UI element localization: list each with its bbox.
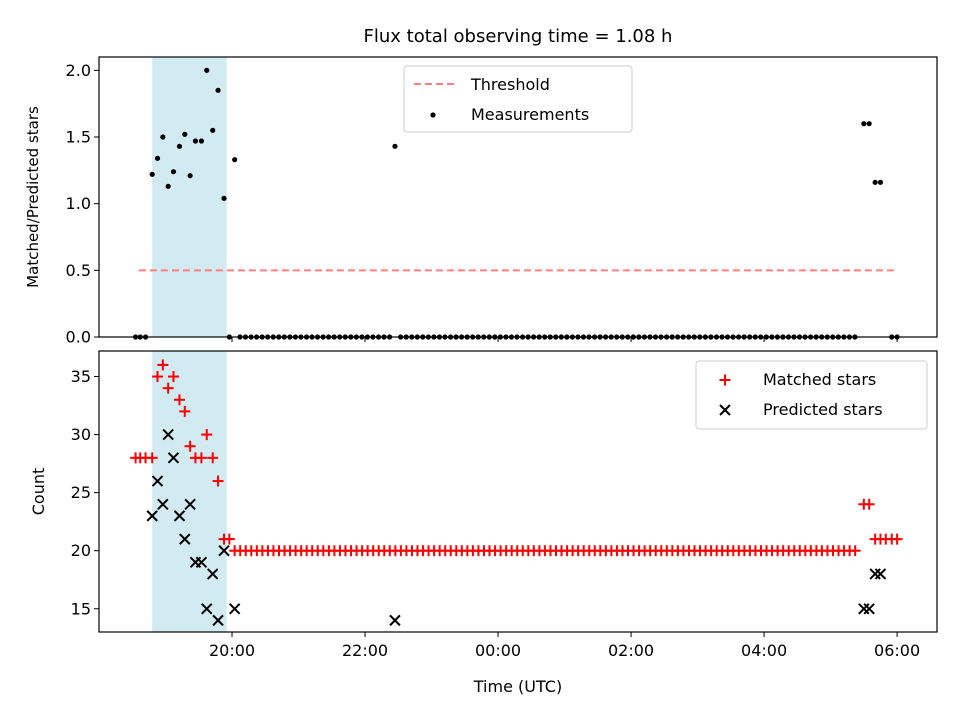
legend-matched-label: Matched stars — [763, 370, 876, 389]
ratio-y-tick-label: 1.5 — [66, 128, 91, 147]
measurement-point — [877, 179, 884, 185]
measurement-point — [872, 179, 878, 185]
measurement-point — [192, 138, 199, 144]
measurement-point — [221, 195, 227, 201]
legend-measurements-swatch — [430, 112, 436, 118]
matched-star-point — [207, 452, 219, 464]
ratio-panel-frame — [98, 56, 938, 338]
measurement-point — [176, 143, 183, 149]
count-x-tick-label: 02:00 — [608, 641, 654, 660]
ratio-y-tick-label: 0.0 — [66, 328, 91, 347]
ratio-legend: Threshold Measurements — [403, 65, 633, 133]
chart-title: Flux total observing time = 1.08 h — [364, 26, 673, 47]
measurement-point — [165, 183, 171, 189]
count-panel: 15 20 25 30 35 20:00 22:00 00:00 02:00 04:00 06:0… — [29, 350, 938, 696]
measurement-point — [866, 121, 872, 127]
legend-predicted-swatch — [719, 404, 731, 416]
matched-star-point — [201, 429, 213, 441]
measurement-point — [182, 131, 188, 137]
observing-window-shade — [152, 57, 227, 337]
measurement-point — [210, 127, 216, 133]
count-x-tick-label: 00:00 — [475, 641, 521, 660]
measurement-point — [215, 87, 221, 93]
predicted-star-point — [207, 568, 219, 580]
count-y-axis-label: Count — [29, 468, 48, 516]
predicted-star-point — [874, 568, 887, 580]
legend-x-marker — [719, 404, 731, 416]
ratio-y-tick-label: 0.5 — [66, 261, 91, 280]
matched-star-point — [849, 545, 861, 557]
predicted-star-point — [157, 498, 169, 510]
matched-star-point — [162, 382, 174, 394]
count-x-tick-label: 06:00 — [874, 641, 920, 660]
ratio-y-tick-label: 1.0 — [66, 194, 91, 213]
predicted-star-point — [184, 498, 196, 510]
predicted-star-point — [218, 545, 230, 557]
matched-star-point — [167, 371, 179, 383]
ratio-y-axis-label: Matched/Predicted stars — [24, 106, 42, 288]
measurement-point — [170, 169, 177, 175]
predicted-star-point — [195, 556, 208, 569]
measurement-point — [149, 171, 155, 177]
ratio-y-tick-label: 2.0 — [66, 61, 91, 80]
matched-star-point — [184, 440, 196, 452]
predicted-star-point — [151, 475, 164, 487]
legend-predicted-label: Predicted stars — [763, 400, 883, 419]
matched-star-point — [146, 452, 158, 464]
count-x-tick-label: 20:00 — [209, 641, 255, 660]
count-y-tick-label: 15 — [71, 599, 91, 618]
count-legend-box — [695, 360, 928, 430]
matched-star-point — [891, 533, 903, 545]
count-x-tick-label: 22:00 — [342, 641, 388, 660]
matched-star-point — [223, 533, 235, 545]
predicted-star-point — [179, 533, 191, 545]
count-panel-frame — [98, 350, 938, 633]
legend-plus-marker — [719, 374, 731, 386]
ratio-panel: 0.0 0.5 1.0 1.5 2.0 Flux total observing tim… — [24, 26, 938, 347]
matched-star-point — [179, 405, 191, 417]
predicted-star-point — [228, 603, 241, 615]
x-axis-label: Time (UTC) — [473, 677, 562, 696]
measurement-point — [154, 155, 161, 161]
observing-window-shade — [152, 351, 227, 632]
predicted-star-point — [212, 614, 224, 627]
measurement-point — [861, 121, 867, 127]
count-legend: Matched stars Predicted stars — [695, 360, 928, 430]
legend-matched-swatch — [719, 374, 731, 386]
ratio-legend-box — [403, 65, 633, 133]
legend-threshold-label: Threshold — [470, 75, 550, 94]
predicted-star-point — [162, 428, 174, 441]
predicted-star-point — [201, 603, 213, 615]
legend-measurements-label: Measurements — [471, 105, 589, 124]
measurement-point — [198, 138, 205, 144]
predicted-star-point — [389, 614, 401, 627]
count-y-tick-label: 25 — [71, 483, 91, 502]
matched-star-point — [173, 394, 185, 406]
count-y-tick-label: 30 — [71, 425, 91, 444]
count-y-tick-label: 35 — [71, 367, 91, 386]
predicted-star-point — [173, 510, 186, 522]
predicted-star-point — [863, 603, 875, 615]
matched-star-point — [863, 498, 875, 510]
measurement-point — [232, 157, 238, 163]
matched-star-point — [157, 359, 169, 371]
count-x-tick-label: 04:00 — [741, 641, 787, 660]
predicted-star-point — [167, 452, 180, 464]
matched-star-point — [195, 452, 207, 464]
matched-star-point — [212, 475, 224, 487]
count-y-tick-label: 20 — [71, 541, 91, 560]
matched-star-point — [152, 371, 164, 383]
predicted-star-point — [146, 510, 158, 522]
measurement-point — [204, 67, 210, 73]
measurement-point — [160, 134, 166, 140]
measurement-point — [187, 173, 193, 179]
measurement-point — [392, 143, 398, 149]
